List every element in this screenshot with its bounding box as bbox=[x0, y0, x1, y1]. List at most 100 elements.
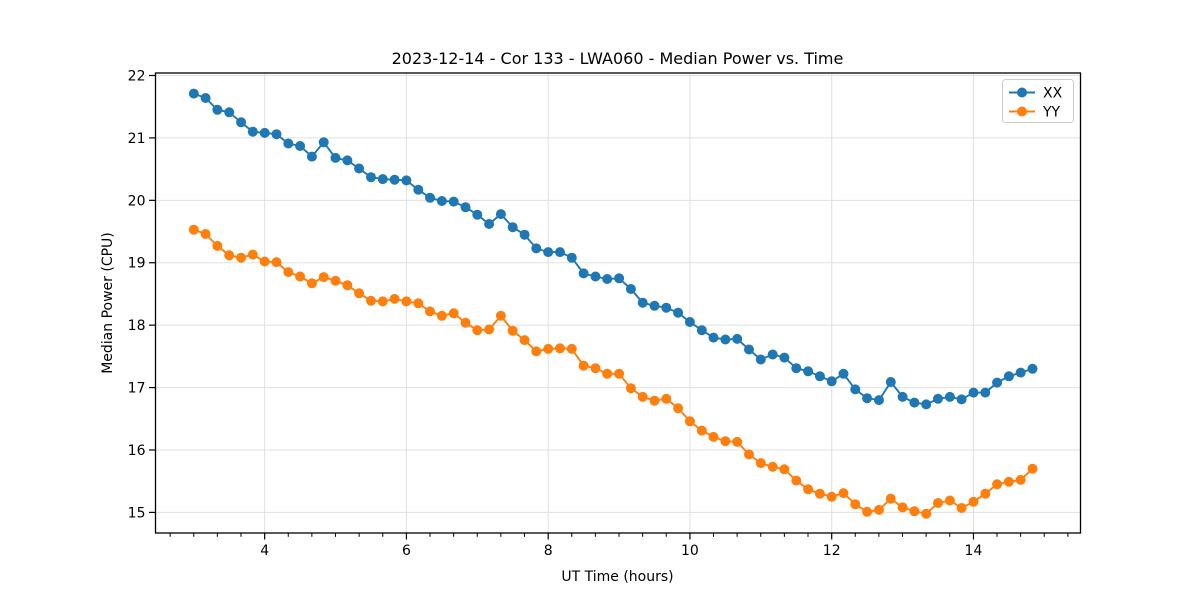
data-point-xx bbox=[980, 387, 991, 398]
data-point-yy bbox=[649, 395, 660, 406]
data-point-yy bbox=[330, 275, 341, 286]
data-point-yy bbox=[212, 240, 223, 251]
data-point-xx bbox=[625, 284, 636, 294]
data-point-yy bbox=[874, 504, 884, 515]
data-point-yy bbox=[767, 461, 778, 472]
data-point-xx bbox=[566, 252, 577, 263]
x-tick-label: 6 bbox=[402, 543, 411, 559]
data-point-xx bbox=[236, 117, 247, 128]
data-point-xx bbox=[484, 219, 495, 229]
data-point-xx bbox=[590, 271, 601, 282]
data-point-yy bbox=[744, 449, 754, 460]
y-tick-label: 20 bbox=[128, 193, 146, 209]
data-point-xx bbox=[578, 268, 589, 279]
data-point-yy bbox=[342, 280, 353, 291]
y-tick-label: 21 bbox=[128, 131, 146, 147]
x-axis-label: UT Time (hours) bbox=[561, 569, 673, 585]
data-point-xx bbox=[224, 107, 235, 118]
data-point-xx bbox=[826, 376, 837, 387]
axes-frame bbox=[154, 72, 1082, 534]
data-point-yy bbox=[625, 383, 636, 394]
x-tick-label: 14 bbox=[965, 543, 983, 559]
data-point-yy bbox=[933, 498, 943, 508]
y-tick-label: 16 bbox=[128, 443, 146, 459]
data-point-xx bbox=[720, 334, 731, 345]
data-point-xx bbox=[838, 368, 849, 379]
data-point-xx bbox=[283, 138, 294, 149]
data-point-yy bbox=[425, 306, 435, 317]
y-tick-label: 17 bbox=[128, 381, 146, 397]
data-point-yy bbox=[519, 335, 530, 346]
data-point-xx bbox=[755, 354, 766, 365]
data-point-yy bbox=[188, 224, 199, 235]
data-point-yy bbox=[295, 271, 306, 282]
data-point-yy bbox=[413, 298, 424, 309]
data-point-yy bbox=[732, 436, 743, 447]
data-point-yy bbox=[247, 249, 258, 260]
data-point-xx bbox=[413, 184, 424, 195]
data-point-xx bbox=[708, 332, 719, 343]
data-point-xx bbox=[188, 88, 199, 99]
data-point-xx bbox=[519, 229, 530, 240]
data-point-yy bbox=[495, 310, 506, 321]
data-point-xx bbox=[318, 137, 329, 148]
data-point-xx bbox=[779, 352, 790, 363]
data-point-xx bbox=[1003, 371, 1014, 382]
data-point-xx bbox=[531, 243, 542, 254]
data-point-yy bbox=[838, 488, 849, 499]
data-point-yy bbox=[484, 324, 495, 335]
y-tick-label: 22 bbox=[128, 68, 146, 84]
data-point-yy bbox=[377, 296, 388, 307]
data-point-yy bbox=[826, 491, 837, 502]
data-point-yy bbox=[909, 506, 920, 517]
y-tick-label: 15 bbox=[128, 505, 146, 521]
legend: XX YY bbox=[1002, 79, 1074, 123]
data-point-yy bbox=[507, 325, 518, 336]
data-point-xx bbox=[212, 104, 223, 115]
data-point-yy bbox=[531, 346, 542, 357]
data-point-yy bbox=[354, 288, 365, 299]
data-point-xx bbox=[909, 397, 920, 408]
data-point-xx bbox=[684, 317, 695, 327]
data-point-xx bbox=[803, 366, 814, 377]
data-point-yy bbox=[684, 416, 695, 427]
data-point-xx bbox=[295, 141, 306, 151]
data-point-xx bbox=[933, 393, 943, 404]
series-line-yy bbox=[193, 228, 1034, 515]
data-point-yy bbox=[555, 343, 565, 354]
data-point-yy bbox=[472, 325, 483, 336]
data-point-yy bbox=[944, 495, 955, 506]
data-point-xx bbox=[921, 399, 932, 410]
data-point-yy bbox=[306, 278, 317, 289]
data-point-yy bbox=[897, 502, 908, 513]
data-point-yy bbox=[661, 393, 672, 404]
data-point-yy bbox=[980, 488, 991, 499]
data-point-xx bbox=[649, 300, 660, 311]
data-point-yy bbox=[921, 508, 932, 519]
chart-title: 2023-12-14 - Cor 133 - LWA060 - Median P… bbox=[392, 49, 844, 68]
data-point-yy bbox=[637, 391, 648, 402]
data-point-yy bbox=[803, 484, 814, 495]
data-point-yy bbox=[259, 256, 270, 267]
y-axis-label: Median Power (CPU) bbox=[100, 232, 116, 374]
data-point-yy bbox=[992, 479, 1003, 490]
x-tick-label: 8 bbox=[544, 543, 553, 559]
data-point-yy bbox=[578, 360, 589, 371]
data-point-xx bbox=[354, 163, 365, 174]
y-tick-label: 18 bbox=[128, 318, 146, 334]
data-point-yy bbox=[283, 267, 294, 278]
data-point-xx bbox=[200, 93, 211, 103]
data-point-xx bbox=[791, 363, 802, 374]
data-point-yy bbox=[1003, 476, 1014, 487]
data-point-yy bbox=[1027, 463, 1038, 474]
data-point-xx bbox=[377, 174, 388, 185]
data-point-xx bbox=[673, 307, 684, 318]
data-point-xx bbox=[271, 129, 282, 140]
data-point-xx bbox=[862, 393, 873, 404]
data-point-xx bbox=[543, 247, 554, 258]
data-point-yy bbox=[590, 363, 601, 374]
data-point-xx bbox=[614, 273, 625, 284]
data-point-xx bbox=[1015, 367, 1026, 378]
